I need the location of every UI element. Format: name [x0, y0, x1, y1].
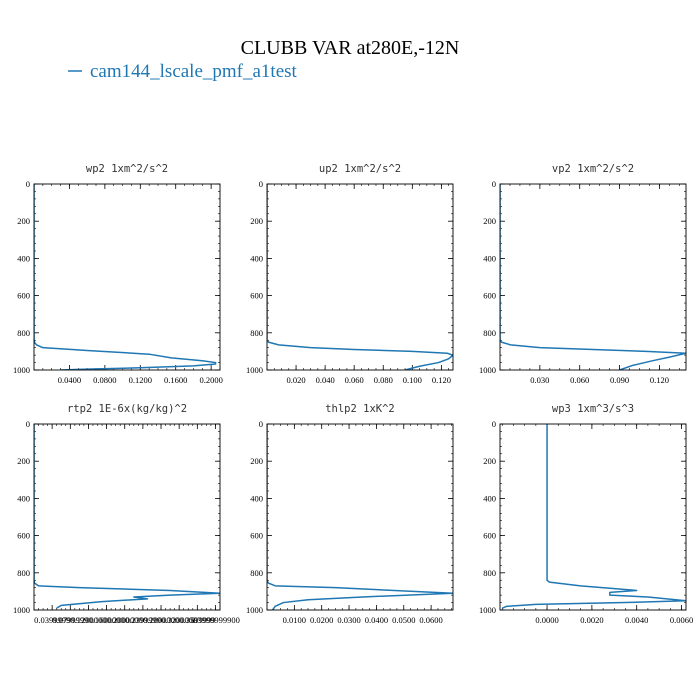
y-tick-label: 0: [26, 179, 30, 189]
x-tick-label: 0.2000: [199, 375, 222, 385]
x-tick-label: 0.0020: [580, 615, 603, 625]
y-tick-label: 800: [250, 328, 263, 338]
x-tick-label: 0.0799999: [52, 615, 88, 625]
y-tick-label: 0: [259, 419, 263, 429]
panel-6: wp3 1xm^3/s^3 0 200 400 600 800 1000 0.0000 0.00…: [479, 403, 693, 625]
y-tick-label: 600: [483, 531, 496, 541]
y-tick-label: 1000: [13, 365, 30, 375]
x-tick-label: 0.3599999: [179, 615, 215, 625]
panel-title: vp2 1xm^2/s^2: [552, 163, 634, 175]
panel-title: rtp2 1E-6x(kg/kg)^2: [67, 403, 187, 415]
x-tick-label: 0.020: [287, 375, 306, 385]
x-tick-label: 0.120: [432, 375, 451, 385]
y-tick-label: 200: [483, 456, 496, 466]
y-tick-label: 400: [250, 253, 263, 263]
y-tick-label: 400: [17, 493, 30, 503]
x-tick-label: 0.0400: [365, 615, 388, 625]
y-tick-label: 600: [17, 291, 30, 301]
x-tick-label: 0.0100: [283, 615, 306, 625]
x-tick-label: 0.120: [650, 375, 669, 385]
y-tick-label: 400: [17, 253, 30, 263]
y-tick-label: 200: [483, 216, 496, 226]
y-tick-label: 400: [483, 493, 496, 503]
panel-title: wp2 1xm^2/s^2: [86, 163, 168, 175]
x-tick-label: 0.0040: [625, 615, 648, 625]
x-tick-label: 0.0000: [535, 615, 558, 625]
plot-frame: [266, 183, 454, 371]
panel-5: thlp2 1xK^2 0 200 400 600 800 1000 0.0100 0.0200…: [246, 403, 454, 625]
y-tick-label: 1000: [479, 365, 496, 375]
x-tick-label: 0.2399999: [125, 615, 161, 625]
y-tick-label: 400: [483, 253, 496, 263]
series-line: [34, 184, 217, 370]
plot-frame: [499, 423, 687, 611]
series-line: [267, 424, 453, 610]
y-tick-label: 1000: [13, 605, 30, 615]
x-tick-label: 0.1200000: [70, 615, 106, 625]
series-line: [501, 424, 686, 609]
y-tick-label: 200: [250, 216, 263, 226]
y-tick-label: 0: [26, 419, 30, 429]
panel-3: vp2 1xm^2/s^2 0 200 400 600 800 1000 0.030 0.060…: [479, 163, 687, 385]
y-tick-label: 0: [492, 179, 496, 189]
y-tick-label: 1000: [479, 605, 496, 615]
y-tick-label: 800: [483, 568, 496, 578]
x-tick-label: 0.0600: [419, 615, 442, 625]
x-tick-label: 0.100: [403, 375, 422, 385]
panel-1: wp2 1xm^2/s^2 0 200 400 600 800 1000 0.0400 0.08…: [13, 163, 223, 385]
y-tick-label: 200: [17, 216, 30, 226]
x-tick-label: 0.060: [570, 375, 589, 385]
y-tick-label: 800: [17, 568, 30, 578]
panel-title: up2 1xm^2/s^2: [319, 163, 401, 175]
y-tick-label: 600: [250, 531, 263, 541]
y-tick-label: 800: [250, 568, 263, 578]
x-tick-label: 0.3999999900: [191, 615, 240, 625]
series-line: [267, 184, 453, 370]
plot-frame: [33, 183, 221, 371]
panel-4: rtp2 1E-6x(kg/kg)^2 0 200 400 600 800 1000 0.03…: [13, 403, 240, 625]
y-tick-label: 0: [492, 419, 496, 429]
figure-title: CLUBB VAR at280E,-12N: [241, 37, 460, 59]
x-tick-label: 0.1200: [129, 375, 152, 385]
x-tick-label: 0.2000000: [107, 615, 143, 625]
x-tick-label: 0.060: [345, 375, 364, 385]
y-tick-label: 200: [17, 456, 30, 466]
y-tick-label: 800: [483, 328, 496, 338]
y-tick-label: 1000: [246, 605, 263, 615]
y-tick-label: 600: [483, 291, 496, 301]
x-tick-label: 0.040: [316, 375, 335, 385]
panel-title: wp3 1xm^3/s^3: [552, 403, 634, 415]
plot-frame: [499, 183, 687, 371]
x-tick-label: 0.0500: [392, 615, 415, 625]
plot-frame: [266, 423, 454, 611]
legend-label: cam144_lscale_pmf_a1test: [90, 61, 298, 82]
plot-frame: [33, 423, 221, 611]
x-tick-label: 0.0300: [337, 615, 360, 625]
x-tick-label: 0.080: [374, 375, 393, 385]
x-tick-label: 0.1600000: [89, 615, 125, 625]
x-tick-label: 0.1600: [164, 375, 187, 385]
y-tick-label: 600: [250, 291, 263, 301]
y-tick-label: 0: [259, 179, 263, 189]
x-tick-label: 0.0400: [58, 375, 81, 385]
panel-title: thlp2 1xK^2: [325, 403, 395, 415]
series-line: [500, 184, 686, 370]
x-tick-label: 0.3200000: [161, 615, 197, 625]
y-tick-label: 600: [17, 531, 30, 541]
y-tick-label: 200: [250, 456, 263, 466]
x-tick-label: 0.2800000: [143, 615, 179, 625]
panel-2: up2 1xm^2/s^2 0 200 400 600 800 1000 0.020 0.040…: [246, 163, 454, 385]
y-tick-label: 800: [17, 328, 30, 338]
x-tick-label: 0.0060: [670, 615, 693, 625]
x-tick-label: 0.090: [610, 375, 629, 385]
y-tick-label: 1000: [246, 365, 263, 375]
x-tick-label: 0.030: [530, 375, 549, 385]
series-line: [34, 424, 220, 609]
x-tick-label: 0.0399999: [34, 615, 70, 625]
y-tick-label: 400: [250, 493, 263, 503]
x-tick-label: 0.0200: [310, 615, 333, 625]
x-tick-label: 0.0800: [93, 375, 116, 385]
